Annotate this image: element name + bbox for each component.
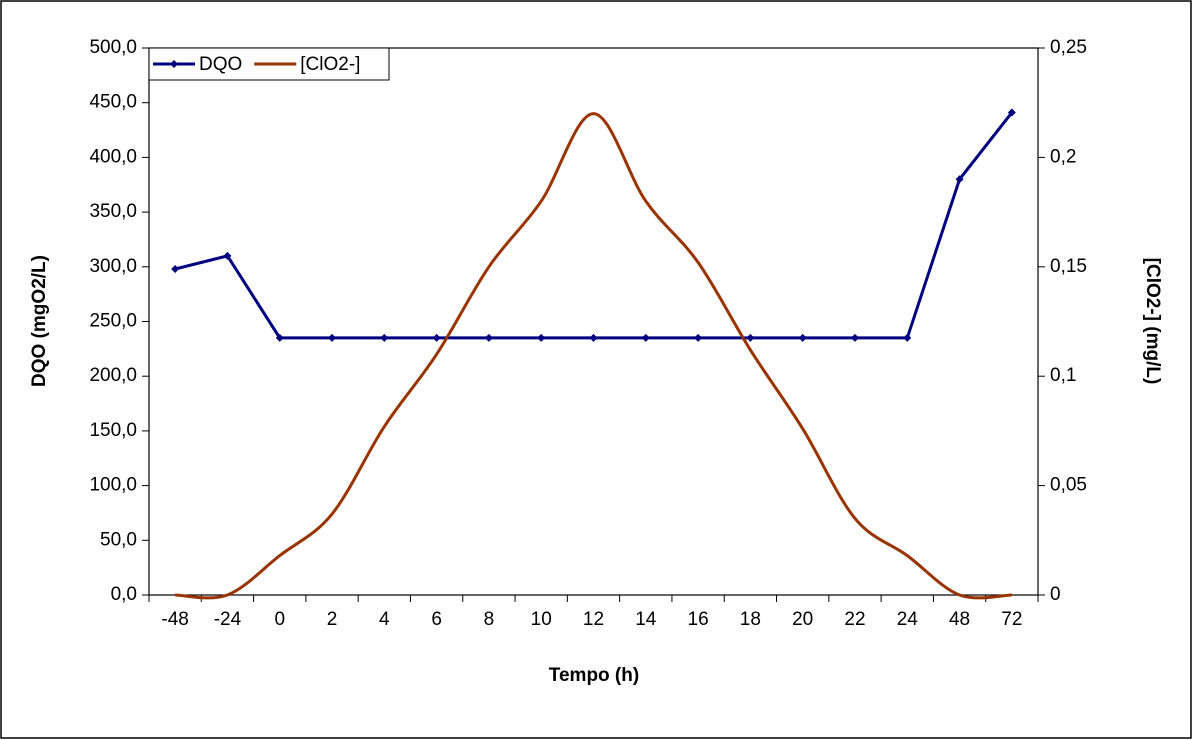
x-tick-label: 12 xyxy=(583,609,604,630)
y-tick-label: 350,0 xyxy=(89,201,137,222)
data-point xyxy=(1007,108,1016,117)
x-tick-label: 22 xyxy=(844,609,865,630)
x-tick-label: -48 xyxy=(161,609,188,630)
x-tick-label: 48 xyxy=(949,609,970,630)
data-point xyxy=(223,251,232,260)
y-tick-label: 450,0 xyxy=(89,92,137,113)
data-point xyxy=(903,333,912,342)
y-tick-label: 0,0 xyxy=(111,584,137,605)
series-line xyxy=(175,112,1012,600)
y-tick-label: 200,0 xyxy=(89,365,137,386)
y-tick-label: 300,0 xyxy=(89,256,137,277)
y-axis-label: DQO (mgO2/L) xyxy=(29,255,50,387)
data-point xyxy=(955,175,964,184)
data-point xyxy=(798,333,807,342)
data-point xyxy=(589,333,598,342)
x-tick-label: 10 xyxy=(531,609,552,630)
plot-area xyxy=(148,47,1039,596)
y-tick-label: 250,0 xyxy=(89,311,137,332)
x-axis-label: Tempo (h) xyxy=(549,665,639,686)
x-tick-label: 2 xyxy=(327,609,338,630)
legend-label: DQO xyxy=(199,54,242,75)
data-point xyxy=(694,333,703,342)
x-tick-label: 8 xyxy=(484,609,495,630)
x-tick-label: 20 xyxy=(792,609,813,630)
legend-marker xyxy=(170,60,178,68)
data-point xyxy=(432,333,441,342)
y-tick-label: 50,0 xyxy=(100,529,137,550)
x-tick-label: 6 xyxy=(431,609,442,630)
x-tick-label: 14 xyxy=(635,609,657,630)
x-tick-label: -24 xyxy=(214,609,242,630)
data-point xyxy=(171,264,180,273)
x-tick-label: 24 xyxy=(897,609,919,630)
data-point xyxy=(641,333,650,342)
x-tick-label: 72 xyxy=(1001,609,1022,630)
data-point xyxy=(328,333,337,342)
data-point xyxy=(746,333,755,342)
y2-axis-label: [ClO2-] (mg/L) xyxy=(1142,258,1163,385)
y2-tick-label: 0,15 xyxy=(1050,256,1087,277)
x-tick-label: 4 xyxy=(379,609,390,630)
y-tick-label: 500,0 xyxy=(89,37,137,58)
y-tick-label: 100,0 xyxy=(89,475,137,496)
y-tick-label: 400,0 xyxy=(89,146,137,167)
x-tick-label: 0 xyxy=(274,609,285,630)
y2-tick-label: 0,1 xyxy=(1050,365,1076,386)
data-point xyxy=(484,333,493,342)
x-tick-label: 16 xyxy=(688,609,709,630)
y2-tick-label: 0,2 xyxy=(1050,146,1076,167)
x-tick-label: 18 xyxy=(740,609,761,630)
y-tick-label: 150,0 xyxy=(89,420,137,441)
y2-tick-label: 0 xyxy=(1050,584,1061,605)
data-point xyxy=(380,333,389,342)
y2-tick-label: 0,05 xyxy=(1050,475,1087,496)
y2-tick-label: 0,25 xyxy=(1050,37,1087,58)
data-point xyxy=(275,333,284,342)
legend-label: [ClO2-] xyxy=(300,54,360,75)
data-point xyxy=(850,333,859,342)
data-point xyxy=(537,333,546,342)
